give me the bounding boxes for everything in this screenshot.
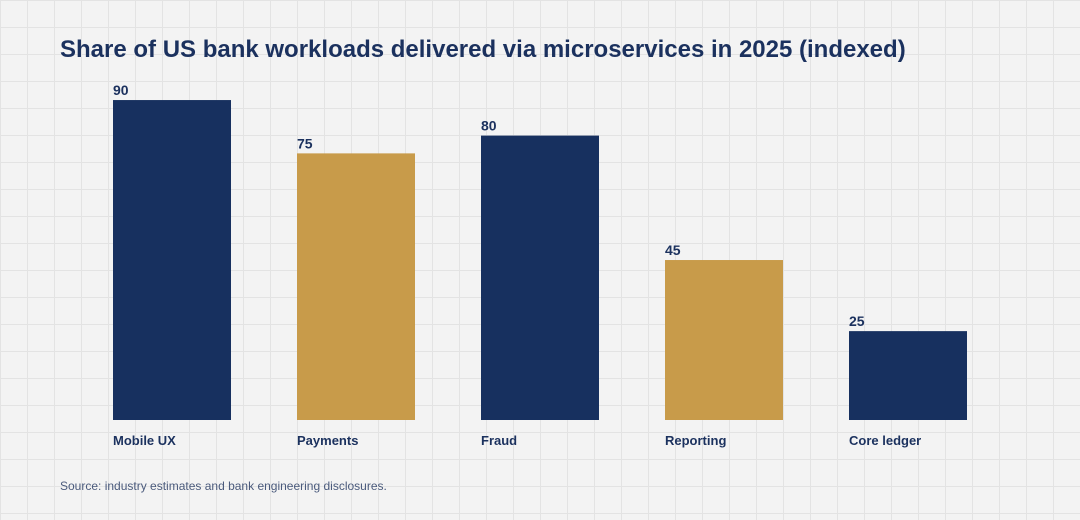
bar-mobile-ux (113, 100, 231, 421)
data-label: 45 (665, 242, 681, 258)
source-note: Source: industry estimates and bank engi… (60, 479, 387, 493)
category-label: Fraud (481, 433, 517, 448)
chart-title: Share of US bank workloads delivered via… (60, 36, 906, 63)
category-label: Reporting (665, 433, 726, 448)
category-label: Mobile UX (113, 433, 176, 448)
data-label: 90 (113, 82, 129, 98)
bar-fraud (481, 135, 599, 420)
category-label: Payments (297, 433, 358, 448)
category-label: Core ledger (849, 433, 921, 448)
data-label: 75 (297, 135, 313, 151)
bar-reporting (665, 260, 783, 420)
bar-core-ledger (849, 331, 967, 420)
data-label: 25 (849, 313, 865, 329)
data-label: 80 (481, 118, 497, 134)
bar-payments (297, 153, 415, 420)
